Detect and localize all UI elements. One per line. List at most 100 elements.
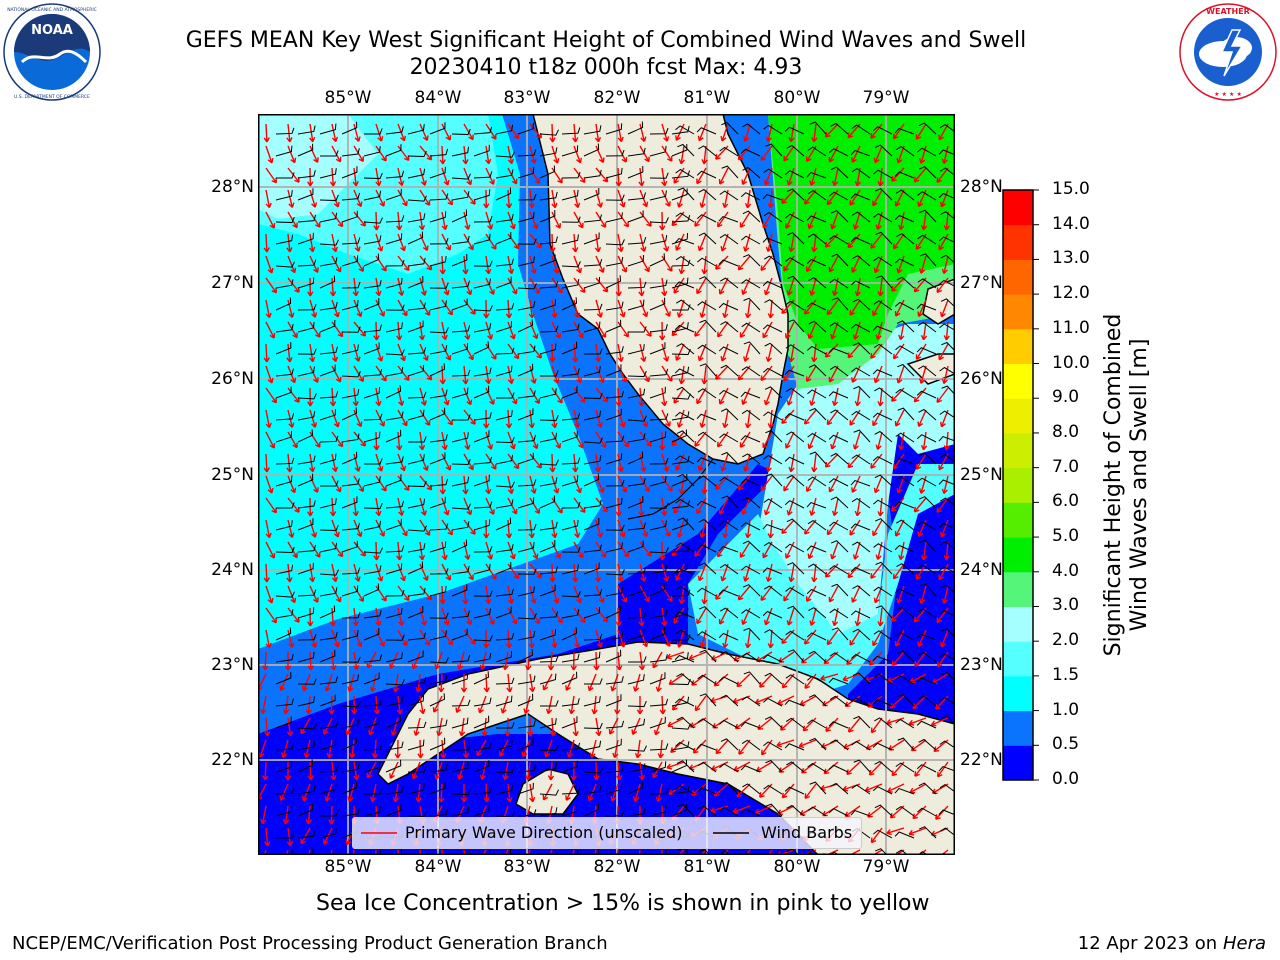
wind-barb (786, 431, 805, 443)
wind-barb (828, 808, 849, 817)
wind-barb (495, 633, 515, 641)
wind-barb (852, 298, 871, 311)
wave-direction-arrow (675, 343, 685, 361)
wave-direction-arrow (441, 431, 448, 451)
wind-barb (785, 630, 805, 641)
wind-barb (807, 432, 827, 443)
wind-barb (429, 193, 449, 201)
wind-barb (916, 434, 937, 443)
wind-barb (320, 150, 339, 157)
wind-barb (698, 805, 717, 817)
wind-barb (583, 169, 602, 179)
wave-direction-arrow (441, 387, 450, 406)
wind-barb (742, 453, 761, 465)
wind-barb (517, 497, 535, 509)
wind-barb (583, 785, 602, 795)
wave-direction-arrow (803, 629, 817, 645)
wave-direction-arrow (573, 255, 583, 274)
wind-barb (743, 627, 761, 641)
wind-barb (451, 584, 468, 597)
wave-direction-arrow (760, 255, 773, 272)
lon-label-top: 79°W (862, 88, 910, 108)
wind-barb (719, 607, 739, 619)
wave-direction-arrow (781, 673, 795, 689)
wind-barb (875, 605, 893, 619)
wind-barb (675, 741, 695, 751)
wave-direction-arrow (870, 453, 883, 469)
wind-barb (495, 321, 513, 333)
wave-direction-arrow (326, 739, 333, 759)
wave-direction-arrow (720, 563, 729, 582)
wave-direction-arrow (744, 409, 752, 429)
wave-direction-arrow (265, 211, 276, 229)
wind-barb (319, 783, 337, 795)
wind-barb (875, 561, 893, 575)
wind-barb (385, 304, 405, 311)
wind-barb (429, 237, 449, 245)
wind-barb (741, 322, 761, 333)
wind-barb (917, 321, 937, 333)
wave-direction-arrow (739, 211, 751, 228)
wind-barb (561, 457, 581, 465)
wind-barb (939, 323, 955, 331)
wind-barb (319, 301, 338, 311)
wave-direction-arrow (639, 299, 649, 318)
wind-barb (719, 146, 739, 157)
wave-direction-arrow (701, 585, 708, 605)
wave-direction-arrow (485, 563, 497, 580)
wave-direction-arrow (767, 299, 774, 319)
wave-direction-arrow (908, 827, 927, 836)
wind-barb (897, 693, 915, 707)
wind-barb (807, 563, 827, 575)
wave-direction-arrow (441, 563, 452, 581)
wind-barb (385, 696, 404, 707)
wind-barb (429, 255, 447, 267)
wave-direction-arrow (441, 607, 450, 626)
wind-barb (385, 411, 404, 421)
wind-barb (407, 365, 425, 377)
wind-barb (627, 237, 647, 245)
wave-direction-arrow (502, 651, 509, 671)
wind-barb (583, 303, 603, 311)
wave-direction-arrow (463, 211, 471, 230)
wave-direction-arrow (659, 541, 666, 561)
wave-direction-arrow (439, 365, 446, 385)
wave-direction-arrow (441, 453, 452, 471)
wave-direction-arrow (309, 563, 316, 583)
wind-barb (896, 233, 915, 245)
wind-barb (539, 477, 558, 487)
wind-barb (495, 232, 512, 245)
wind-barb (872, 325, 893, 333)
wave-direction-arrow (595, 475, 605, 494)
wave-direction-arrow (419, 453, 429, 472)
wind-barb (561, 171, 581, 179)
wind-barb (671, 188, 688, 201)
wind-barb (407, 606, 424, 619)
wave-direction-arrow (852, 211, 861, 230)
wind-barb (385, 277, 403, 289)
wind-barb (473, 233, 491, 245)
wave-direction-arrow (353, 343, 361, 362)
wind-barb (319, 650, 336, 663)
wind-barb (605, 275, 622, 289)
wind-barb (583, 767, 603, 774)
wave-direction-arrow (485, 607, 495, 625)
wind-barb (697, 257, 717, 267)
wind-barb (363, 172, 383, 180)
wave-direction-arrow (744, 519, 752, 539)
wave-direction-arrow (331, 585, 342, 603)
wave-direction-arrow (529, 145, 537, 164)
wind-barb (605, 319, 622, 333)
wave-direction-arrow (699, 189, 707, 208)
wind-barb (363, 235, 382, 245)
wave-direction-arrow (570, 761, 577, 781)
wave-direction-arrow (353, 651, 360, 671)
wind-barb (918, 782, 937, 795)
wave-direction-arrow (824, 343, 839, 358)
wind-barb (938, 566, 955, 574)
wind-barb (627, 496, 644, 509)
wave-direction-arrow (737, 475, 751, 491)
wind-barb (671, 474, 688, 487)
wind-barb (583, 803, 600, 817)
wind-barb (830, 496, 849, 509)
